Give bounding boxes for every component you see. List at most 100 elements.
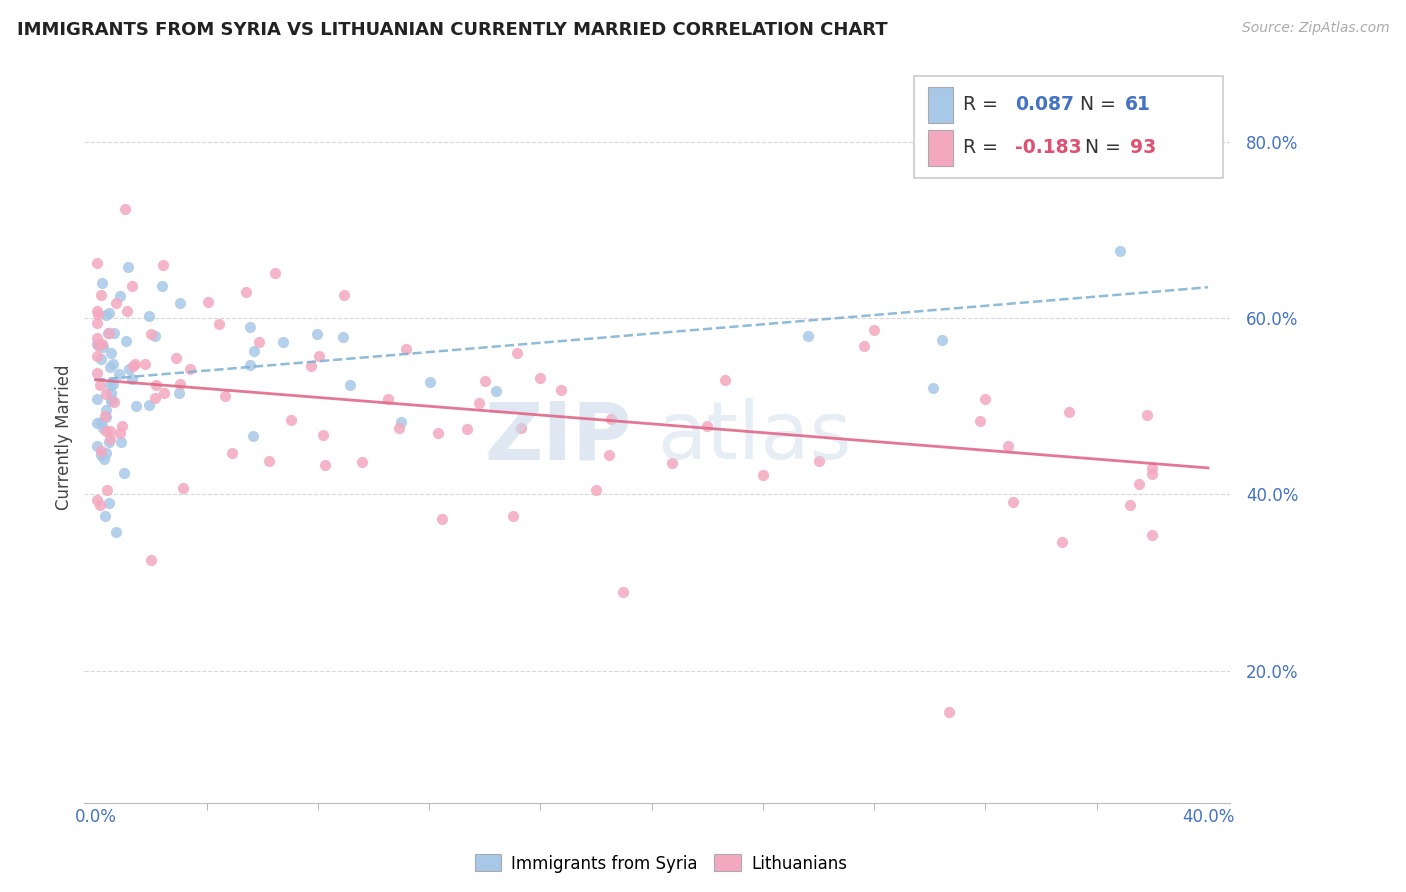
Point [529, 371, 551, 385]
Point [696, 419, 718, 434]
Point [139, 552, 162, 566]
Point [388, 421, 411, 435]
Point [117, 260, 139, 275]
Point [307, 326, 329, 341]
Point [938, 705, 960, 719]
Point [314, 458, 336, 473]
Point [921, 381, 943, 395]
Point [121, 279, 143, 293]
Point [121, 372, 143, 386]
Point [138, 309, 160, 323]
Point [114, 202, 136, 216]
Point [506, 346, 529, 360]
Point [235, 285, 257, 299]
Point [90, 444, 112, 458]
Point [94, 509, 117, 524]
Point [110, 435, 132, 450]
Point [97, 326, 120, 340]
Point [312, 428, 335, 442]
Point [90, 448, 112, 462]
Point [239, 358, 262, 372]
Point [100, 386, 122, 401]
Point [103, 395, 125, 409]
Point [93, 451, 115, 466]
Point [110, 426, 132, 441]
Point [101, 357, 124, 371]
Point [86, 338, 108, 352]
Point [100, 432, 122, 446]
Point [108, 368, 131, 382]
Point [419, 375, 441, 389]
Point [150, 279, 173, 293]
FancyBboxPatch shape [914, 76, 1223, 178]
Point [104, 296, 127, 310]
Point [94, 403, 117, 417]
Point [853, 339, 876, 353]
Point [86, 367, 108, 381]
Point [91, 340, 114, 354]
Point [509, 421, 531, 435]
Point [138, 398, 160, 412]
Point [1142, 460, 1164, 475]
FancyBboxPatch shape [928, 130, 953, 166]
Point [599, 412, 621, 426]
Point [87, 338, 110, 352]
Point [598, 449, 620, 463]
Point [169, 376, 191, 391]
Point [86, 350, 108, 364]
Point [1057, 405, 1080, 419]
Point [90, 288, 112, 302]
Point [86, 417, 108, 431]
Point [86, 492, 108, 507]
Point [1142, 467, 1164, 481]
Point [90, 337, 112, 351]
Point [98, 359, 121, 374]
Point [242, 343, 264, 358]
Point [112, 466, 135, 480]
Text: -0.183: -0.183 [1015, 138, 1081, 157]
Text: 0.087: 0.087 [1015, 95, 1074, 114]
Point [153, 385, 176, 400]
Point [299, 359, 322, 373]
Point [98, 378, 121, 392]
Point [259, 454, 281, 468]
Point [86, 392, 108, 407]
Point [661, 456, 683, 470]
Point [350, 455, 373, 469]
Point [752, 467, 775, 482]
Point [239, 320, 262, 334]
Point [97, 496, 120, 510]
Point [94, 424, 117, 438]
Point [86, 316, 108, 330]
Point [89, 378, 111, 392]
Point [139, 326, 162, 341]
Point [807, 454, 830, 468]
Point [242, 429, 264, 443]
Point [427, 426, 450, 441]
Point [100, 345, 122, 359]
Point [931, 333, 953, 347]
Point [264, 266, 287, 280]
Point [165, 351, 187, 365]
Point [1128, 477, 1150, 491]
Point [377, 392, 399, 406]
Point [97, 435, 120, 450]
Point [1119, 498, 1142, 512]
Point [612, 584, 634, 599]
Point [86, 336, 108, 351]
Point [90, 352, 112, 367]
Point [280, 412, 302, 426]
Point [91, 421, 114, 435]
Point [104, 525, 127, 540]
Point [208, 317, 231, 331]
Point [115, 304, 138, 318]
Point [86, 255, 108, 269]
Point [94, 308, 117, 322]
Point [997, 439, 1019, 453]
Point [125, 399, 148, 413]
Text: Source: ZipAtlas.com: Source: ZipAtlas.com [1241, 21, 1389, 35]
Text: R =: R = [963, 138, 1004, 157]
Point [121, 359, 143, 374]
Point [97, 326, 120, 340]
Point [100, 424, 122, 438]
